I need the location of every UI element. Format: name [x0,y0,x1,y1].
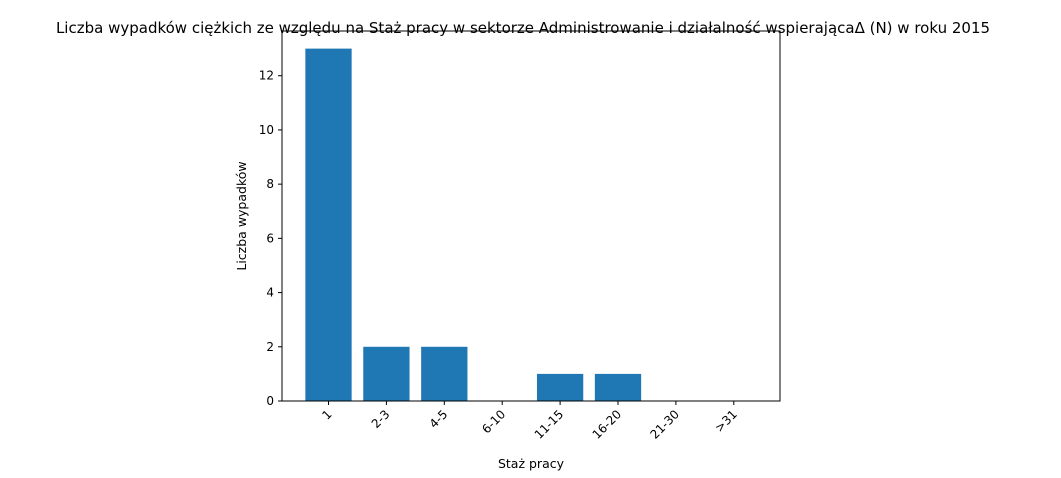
x-tick-label: 1 [319,407,334,422]
y-tick-label: 6 [266,231,274,245]
y-axis-label: Liczba wypadków [234,161,249,270]
bar-11-15 [536,373,584,401]
x-tick-label: 6-10 [479,407,508,436]
x-tick-label: >31 [712,407,740,435]
x-tick-label: 11-15 [532,407,567,442]
chart-title: Liczba wypadków ciężkich ze względu na S… [56,19,990,37]
x-tick-label: 4-5 [427,407,451,431]
bar-1 [305,48,352,402]
x-axis-label: Staż pracy [498,456,565,471]
y-tick-label: 12 [259,69,274,83]
x-tick-label: 21-30 [647,407,682,442]
y-tick-label: 2 [266,340,274,354]
y-axis: 0 2 4 6 8 10 12 [259,69,282,408]
y-tick-label: 0 [266,394,274,408]
bar-2-3 [363,346,410,401]
y-tick-label: 8 [266,177,274,191]
x-tick-label: 2-3 [369,407,393,431]
bars-group [305,48,642,402]
y-tick-label: 10 [259,123,274,137]
plot-frame [281,30,781,402]
bar-16-20 [594,373,642,401]
x-tick-label: 16-20 [590,407,625,442]
bar-4-5 [421,346,468,401]
x-axis: 1 2-3 4-5 6-10 11-15 16-20 21-30 >31 [319,401,740,442]
y-tick-label: 4 [266,286,274,300]
